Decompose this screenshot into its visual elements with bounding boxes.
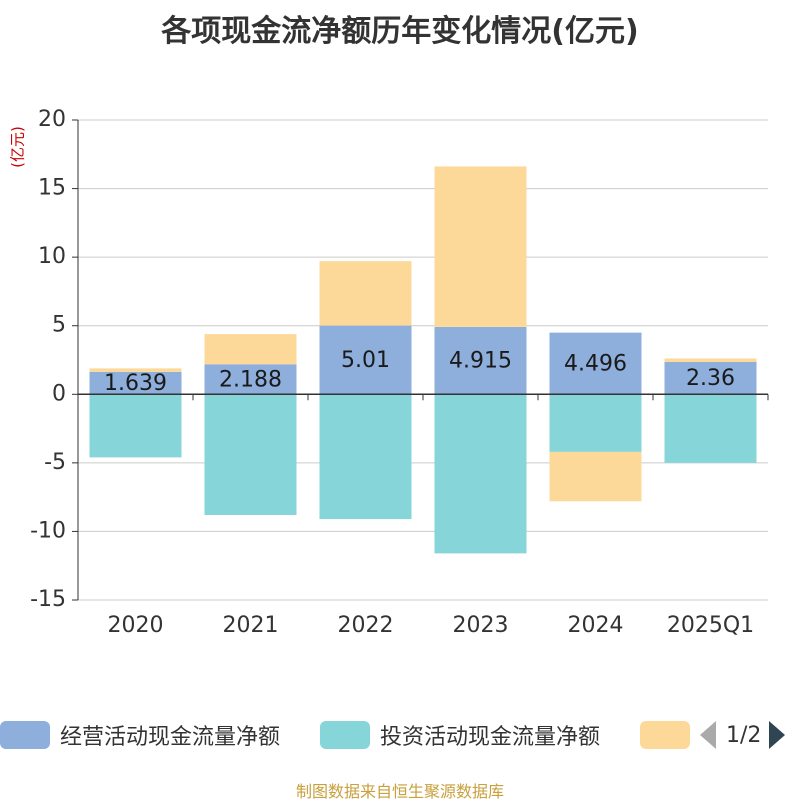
bar-financing: [204, 334, 297, 365]
pager-next-icon[interactable]: [769, 721, 786, 749]
legend: 经营活动现金流量净额 投资活动现金流量净额: [0, 718, 800, 752]
bar-operating: [434, 326, 527, 395]
legend-swatch-investing: [320, 721, 370, 749]
pager-page-text: 1/2: [726, 722, 762, 748]
bar-operating: [89, 371, 182, 395]
y-tick-label: 20: [38, 107, 66, 132]
data-label: 2.36: [686, 366, 735, 391]
bar-financing: [434, 166, 527, 327]
x-tick-label: 2023: [453, 613, 509, 638]
bar-investing: [549, 394, 642, 452]
bar-operating: [664, 361, 757, 395]
source-note: 制图数据来自恒生聚源数据库: [295, 782, 504, 801]
y-tick-label: 0: [52, 381, 66, 406]
bar-financing: [549, 451, 642, 502]
x-tick-label: 2022: [338, 613, 394, 638]
x-tick-label: 2024: [568, 613, 624, 638]
stacked-bar-chart: 20 15 10 5 0 -5 -10 -15 (亿元) 1.639 2.188 5.01 4.915 4…: [9, 107, 769, 638]
bar-investing: [89, 394, 182, 458]
bar-operating: [549, 332, 642, 395]
legend-label-investing: 投资活动现金流量净额: [380, 725, 601, 750]
y-axis-unit-label: (亿元): [9, 126, 27, 168]
legend-swatch-operating: [0, 721, 50, 749]
legend-label-operating: 经营活动现金流量净额: [60, 725, 281, 750]
data-label: 1.639: [104, 371, 167, 396]
bar-investing: [204, 394, 297, 515]
x-tick-label: 2021: [223, 613, 279, 638]
chart-title: 各项现金流净额历年变化情况(亿元): [161, 14, 639, 49]
data-label: 4.496: [564, 351, 627, 376]
y-tick-label: -15: [30, 587, 66, 612]
y-tick-label: 5: [52, 313, 66, 338]
legend-swatch-financing: [640, 721, 690, 749]
bar-financing: [319, 261, 412, 326]
legend-item-investing[interactable]: 投资活动现金流量净额: [320, 718, 600, 752]
legend-item-financing[interactable]: [640, 718, 700, 752]
bar-financing: [664, 358, 757, 362]
bar-operating: [319, 325, 412, 395]
bar-investing: [434, 394, 527, 554]
y-tick-label: -10: [30, 518, 66, 543]
data-label: 5.01: [341, 348, 390, 373]
x-tick-label: 2025Q1: [667, 613, 754, 638]
bar-investing: [319, 394, 412, 520]
y-tick-label: 15: [38, 176, 66, 201]
legend-pager: 1/2: [700, 718, 786, 752]
data-label: 2.188: [219, 367, 282, 392]
data-label: 4.915: [449, 349, 512, 374]
bar-financing: [89, 368, 182, 372]
pager-prev-icon[interactable]: [700, 721, 716, 749]
y-tick-label: 10: [38, 244, 66, 269]
x-tick-label: 2020: [108, 613, 164, 638]
y-tick-label: -5: [44, 450, 66, 475]
legend-item-operating[interactable]: 经营活动现金流量净额: [0, 718, 280, 752]
bar-operating: [204, 364, 297, 395]
bar-investing: [664, 394, 757, 463]
